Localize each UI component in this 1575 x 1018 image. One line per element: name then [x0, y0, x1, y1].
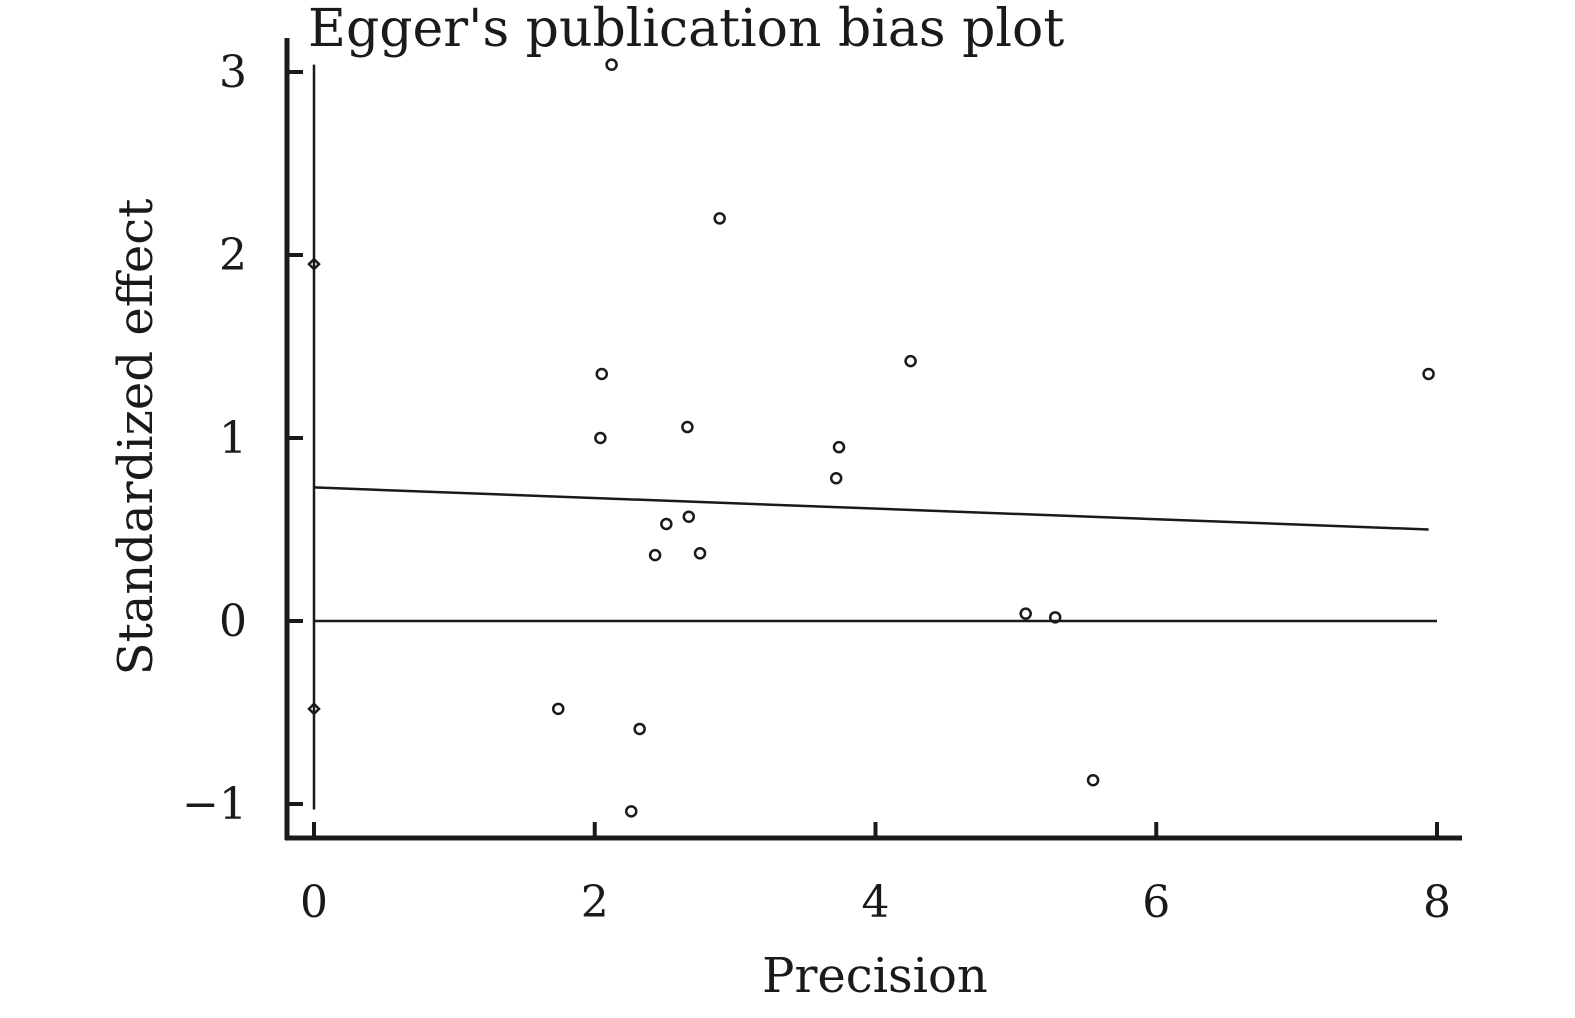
axes: [284, 38, 1462, 841]
data-point: [552, 702, 565, 716]
ci-lower-marker: [307, 702, 321, 716]
lines: [307, 64, 1437, 810]
x-tick-label: 0: [300, 877, 328, 928]
data-point: [681, 420, 694, 434]
data-point: [1422, 367, 1435, 381]
data-point: [693, 547, 707, 560]
data-point: [605, 58, 618, 71]
data-point: [624, 805, 638, 818]
data-point: [682, 510, 696, 523]
y-tick-label: 1: [219, 413, 247, 464]
y-tick-label: 3: [219, 47, 247, 98]
x-tick-label: 4: [862, 877, 890, 928]
data-point: [633, 722, 646, 736]
data-point: [595, 367, 609, 381]
data-point: [1086, 773, 1100, 787]
data-point: [829, 472, 843, 485]
x-axis-title: Precision: [762, 948, 988, 1004]
data-point: [660, 517, 673, 531]
y-axis-title: Standardized effect: [108, 199, 164, 676]
x-tick-label: 6: [1142, 877, 1170, 928]
data-point: [1019, 607, 1032, 620]
x-tick-label: 8: [1423, 877, 1451, 928]
y-tick-label: 0: [219, 596, 247, 647]
data-point: [904, 354, 917, 368]
data-point: [713, 212, 726, 225]
regression-line: [313, 486, 1429, 531]
ci-upper-marker: [307, 257, 321, 271]
data-point: [594, 431, 607, 445]
data-points: [552, 58, 1435, 818]
y-tick-label: 2: [219, 230, 247, 281]
y-tick-label: −1: [182, 779, 247, 830]
labels: −1 0 1 2 3 0 2 4 6 8 Egger's publication bias plot…: [108, 0, 1451, 1004]
data-point: [1048, 611, 1062, 624]
chart-title: Egger's publication bias plot: [308, 0, 1064, 59]
x-tick-label: 2: [581, 877, 609, 928]
data-point: [832, 440, 846, 454]
data-point: [648, 548, 662, 562]
